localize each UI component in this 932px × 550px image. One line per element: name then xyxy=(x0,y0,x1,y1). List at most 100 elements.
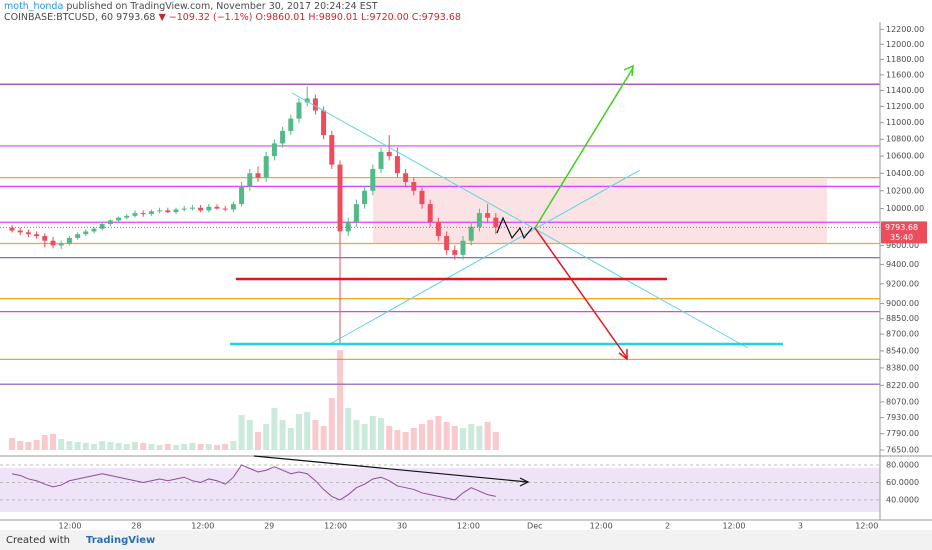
volume-bar xyxy=(419,424,425,450)
author[interactable]: moth_honda xyxy=(4,1,63,12)
candle-body xyxy=(312,98,318,111)
candle-body xyxy=(173,209,179,213)
candle-body xyxy=(476,213,482,227)
y-tick-label: 9000.00 xyxy=(886,299,919,308)
candle-body xyxy=(452,250,458,255)
candle-body xyxy=(493,217,499,228)
volume-bar xyxy=(173,445,179,450)
volume-bar xyxy=(181,444,188,450)
volume-bar xyxy=(33,440,40,450)
volume-bar xyxy=(230,441,237,450)
rsi-line xyxy=(11,464,496,501)
volume-bar xyxy=(82,443,89,450)
last-price-box xyxy=(881,221,927,244)
x-tick-label: 12:00 xyxy=(457,522,480,531)
candle-body xyxy=(222,208,228,210)
volume-bar xyxy=(91,444,97,450)
candle-body xyxy=(124,215,130,218)
arrowhead xyxy=(618,349,628,361)
candle-body xyxy=(321,110,327,136)
plot-area xyxy=(0,83,880,512)
y-tick-label: 10000.00 xyxy=(886,204,924,213)
volume-bar xyxy=(189,443,196,450)
volume-bar xyxy=(107,442,114,450)
y-tick-label: 9200.00 xyxy=(886,279,919,288)
candle-body xyxy=(198,207,204,211)
y-tick-label: 8540.00 xyxy=(886,346,919,355)
candle-body xyxy=(116,217,122,221)
y-tick-label: 8380.00 xyxy=(886,363,919,372)
last-price-label: 9793.68 xyxy=(885,223,918,232)
volume-bar xyxy=(222,444,229,450)
y-tick-label: 9600.00 xyxy=(886,241,919,250)
y-tick-label: 8220.00 xyxy=(886,381,919,390)
candle-body xyxy=(386,151,392,157)
volume-bar xyxy=(468,424,475,450)
candle-body xyxy=(66,237,72,244)
candle-body xyxy=(107,220,113,225)
volume-bar xyxy=(345,408,352,450)
volume-bar xyxy=(369,416,376,450)
volume-bar xyxy=(41,435,48,450)
candle-body xyxy=(148,211,154,215)
candle-body xyxy=(411,181,417,191)
candle-body xyxy=(255,173,261,178)
y-tick-label: 8070.00 xyxy=(886,397,919,406)
candle-body xyxy=(345,222,351,232)
price: 9793.68 xyxy=(116,12,155,23)
volume-bar xyxy=(361,424,368,450)
ohlc: O:9860.01 H:9890.01 L:9720.00 C:9793.68 xyxy=(256,12,461,23)
candle-body xyxy=(427,204,433,223)
candle-body xyxy=(394,156,400,174)
volume-bar xyxy=(246,420,253,450)
candle-body xyxy=(157,210,163,212)
candle-body xyxy=(288,118,294,131)
volume-bar xyxy=(50,434,56,450)
candle-body xyxy=(140,213,146,215)
trend-line xyxy=(329,169,641,345)
candle-body xyxy=(42,236,48,241)
y-tick-label: 11600.00 xyxy=(886,70,924,79)
volume-bar xyxy=(99,441,106,450)
drawings xyxy=(230,64,783,487)
symbol: COINBASE:BTCUSD, 60 xyxy=(4,12,113,23)
volume-bar xyxy=(148,444,155,450)
x-tick-label: 2 xyxy=(665,522,670,531)
x-tick-label: 3 xyxy=(798,522,803,531)
y-tick-label: 11800.00 xyxy=(886,55,924,64)
candle-body xyxy=(9,227,15,231)
y-tick-label: 7650.00 xyxy=(886,446,919,455)
footer-brand[interactable]: TradingView xyxy=(86,535,155,546)
volume-bar xyxy=(214,445,220,450)
header-line-1: moth_honda published on TradingView.com,… xyxy=(4,1,378,12)
candle-body xyxy=(25,232,31,235)
candle-body xyxy=(132,213,138,216)
volume-bar xyxy=(460,428,466,450)
candle-body xyxy=(304,98,310,103)
volume-bar xyxy=(492,432,499,450)
volume-bar xyxy=(156,445,163,450)
volume-bar xyxy=(451,426,458,450)
x-tick-label: 12:00 xyxy=(855,522,878,531)
volume-bar xyxy=(58,439,65,450)
candle-body xyxy=(337,164,343,232)
candle-body xyxy=(165,210,171,213)
volume-bar xyxy=(386,426,393,450)
volume-bar xyxy=(402,432,409,450)
y-tick-label: 10600.00 xyxy=(886,152,924,161)
candle-body xyxy=(189,207,195,209)
volume-bar xyxy=(320,426,327,450)
volume-bar xyxy=(279,420,286,450)
rsi-tick-label: 60.0000 xyxy=(886,478,919,487)
candle-body xyxy=(99,224,105,229)
arrowhead xyxy=(519,477,530,487)
volume-bar xyxy=(427,420,434,450)
down-arrow xyxy=(534,227,628,359)
candle-body xyxy=(419,190,425,205)
y-tick-label: 9400.00 xyxy=(886,260,919,269)
y-tick-label: 10400.00 xyxy=(886,169,924,178)
rsi-tick-label: 40.0000 xyxy=(886,495,919,504)
path-sketch xyxy=(496,216,533,240)
volume-bar xyxy=(312,420,319,450)
